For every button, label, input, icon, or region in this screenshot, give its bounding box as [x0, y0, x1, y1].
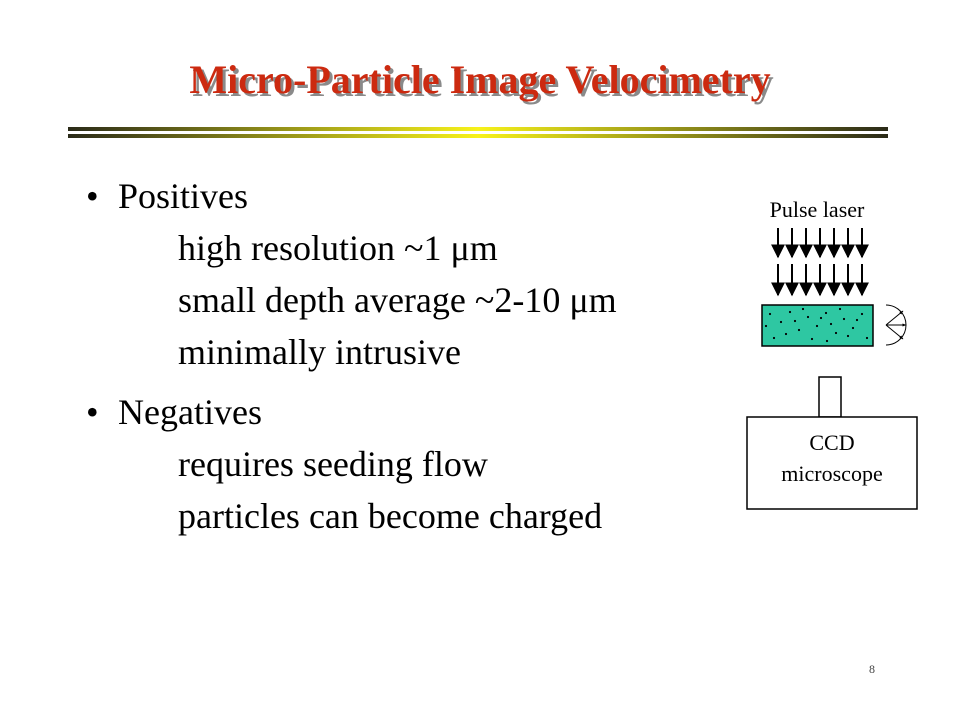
laser-arrows-lower — [771, 264, 869, 297]
bullet-negatives: • Negatives — [86, 386, 617, 438]
bullet-list: • Positives high resolution ~1 μm small … — [86, 170, 617, 542]
microscope-objective — [818, 376, 842, 418]
laser-label: Pulse laser — [770, 197, 865, 222]
positive-item: high resolution ~1 μm — [178, 228, 498, 268]
seeded-sample-channel — [761, 304, 874, 347]
scatter-light-symbol — [885, 304, 907, 346]
bullet-dot: • — [86, 392, 99, 432]
title-underline — [68, 127, 888, 138]
bullet-positives: • Positives — [86, 170, 617, 222]
positive-item: minimally intrusive — [178, 332, 461, 372]
microscope-label: microscope — [781, 461, 882, 486]
bullet-dot: • — [86, 176, 99, 216]
laser-arrows-upper — [771, 228, 869, 259]
slide-title: Micro-Particle Image Velocimetry — [189, 57, 771, 102]
positive-item: small depth average ~2-10 μm — [178, 280, 617, 320]
bullet-label: Positives — [118, 176, 249, 216]
bullet-label: Negatives — [118, 392, 262, 432]
negative-item: requires seeding flow — [178, 444, 488, 484]
ccd-label: CCD — [809, 430, 854, 455]
negative-item: particles can become charged — [178, 496, 603, 536]
page-number: 8 — [869, 662, 875, 676]
ccd-microscope-box: CCD microscope — [746, 416, 918, 510]
